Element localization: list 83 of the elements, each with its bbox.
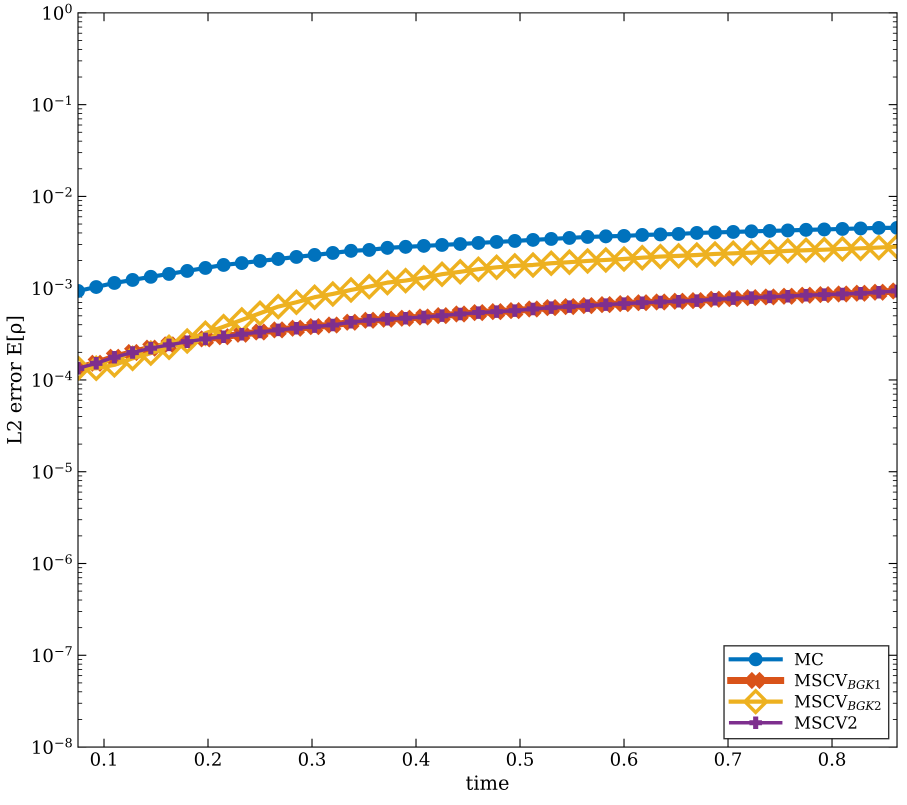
point (192, 320, 218, 346)
point (234, 256, 249, 270)
point (320, 281, 346, 307)
y-tick-label: 10$^{−4}$ (33, 370, 72, 387)
point (326, 246, 340, 260)
point (490, 235, 504, 249)
point (107, 276, 122, 290)
point (338, 277, 364, 302)
point (380, 240, 394, 255)
y-tick-label: 10$^{−5}$ (33, 462, 72, 479)
legend-label: MSCV$_{BGK1}$ (794, 674, 880, 689)
legend-label: MSCV2 (794, 716, 856, 729)
point (453, 237, 468, 251)
point (448, 259, 473, 284)
point (374, 270, 400, 296)
point (508, 234, 522, 248)
point (708, 226, 722, 240)
point (744, 224, 758, 238)
y-tick-label: 10$^{−2}$ (33, 187, 72, 204)
point (690, 226, 704, 240)
point (162, 266, 176, 281)
point (284, 290, 309, 315)
point (416, 238, 431, 253)
point (635, 228, 650, 242)
point (89, 280, 104, 294)
point (435, 238, 449, 252)
point (799, 222, 813, 237)
y-tick-label: 10$^{−3}$ (33, 278, 72, 296)
x-tick-label: 0.2 (194, 752, 221, 766)
x-tick-label: 0.1 (90, 752, 116, 766)
point (726, 225, 740, 239)
y-tick-label: 10$^{−1}$ (33, 95, 71, 112)
point (526, 232, 540, 247)
y-tick-label: 10$^{−7}$ (33, 646, 72, 662)
point (429, 262, 455, 287)
legend-label: MC (794, 652, 823, 666)
point (398, 240, 413, 254)
legend-label: MSCV$_{BGK2}$ (794, 694, 880, 710)
point (302, 284, 328, 310)
x-tick-label: 0.5 (506, 752, 533, 766)
point (854, 221, 868, 236)
x-tick-label: 0.7 (714, 752, 742, 766)
point (466, 256, 491, 282)
point (120, 346, 146, 371)
x-tick-label: 0.6 (610, 752, 638, 766)
point (672, 227, 686, 241)
point (138, 340, 164, 366)
point (356, 274, 382, 300)
point (180, 264, 194, 278)
point (266, 294, 291, 320)
x-tick-label: 0.4 (402, 752, 430, 766)
y-axis-title: L2 error E[ρ] (6, 316, 26, 444)
point (126, 272, 140, 287)
point (229, 307, 254, 332)
point (253, 254, 267, 268)
point (289, 250, 304, 264)
point (411, 265, 436, 290)
y-tick-label: 10$^{−6}$ (33, 554, 72, 570)
point (598, 229, 613, 244)
point (362, 243, 376, 257)
point (344, 244, 358, 258)
point (544, 232, 558, 246)
point (271, 252, 286, 266)
point (580, 230, 595, 244)
point (471, 236, 486, 250)
point (762, 224, 777, 238)
point (817, 222, 832, 236)
point (780, 223, 795, 238)
y-tick-label: 10$^{−8}$ (33, 738, 72, 754)
x-tick-label: 0.8 (818, 752, 846, 766)
x-tick-label: 0.3 (298, 752, 326, 766)
point (617, 228, 631, 243)
point (247, 300, 273, 326)
point (198, 261, 212, 275)
point (653, 228, 668, 242)
point (835, 222, 850, 236)
point (216, 258, 231, 272)
point (308, 248, 322, 262)
point (872, 220, 886, 235)
y-tick-label: 10$^{0}$ (44, 4, 72, 20)
point (562, 230, 576, 245)
point (144, 270, 158, 284)
x-axis-title: time (466, 775, 509, 790)
